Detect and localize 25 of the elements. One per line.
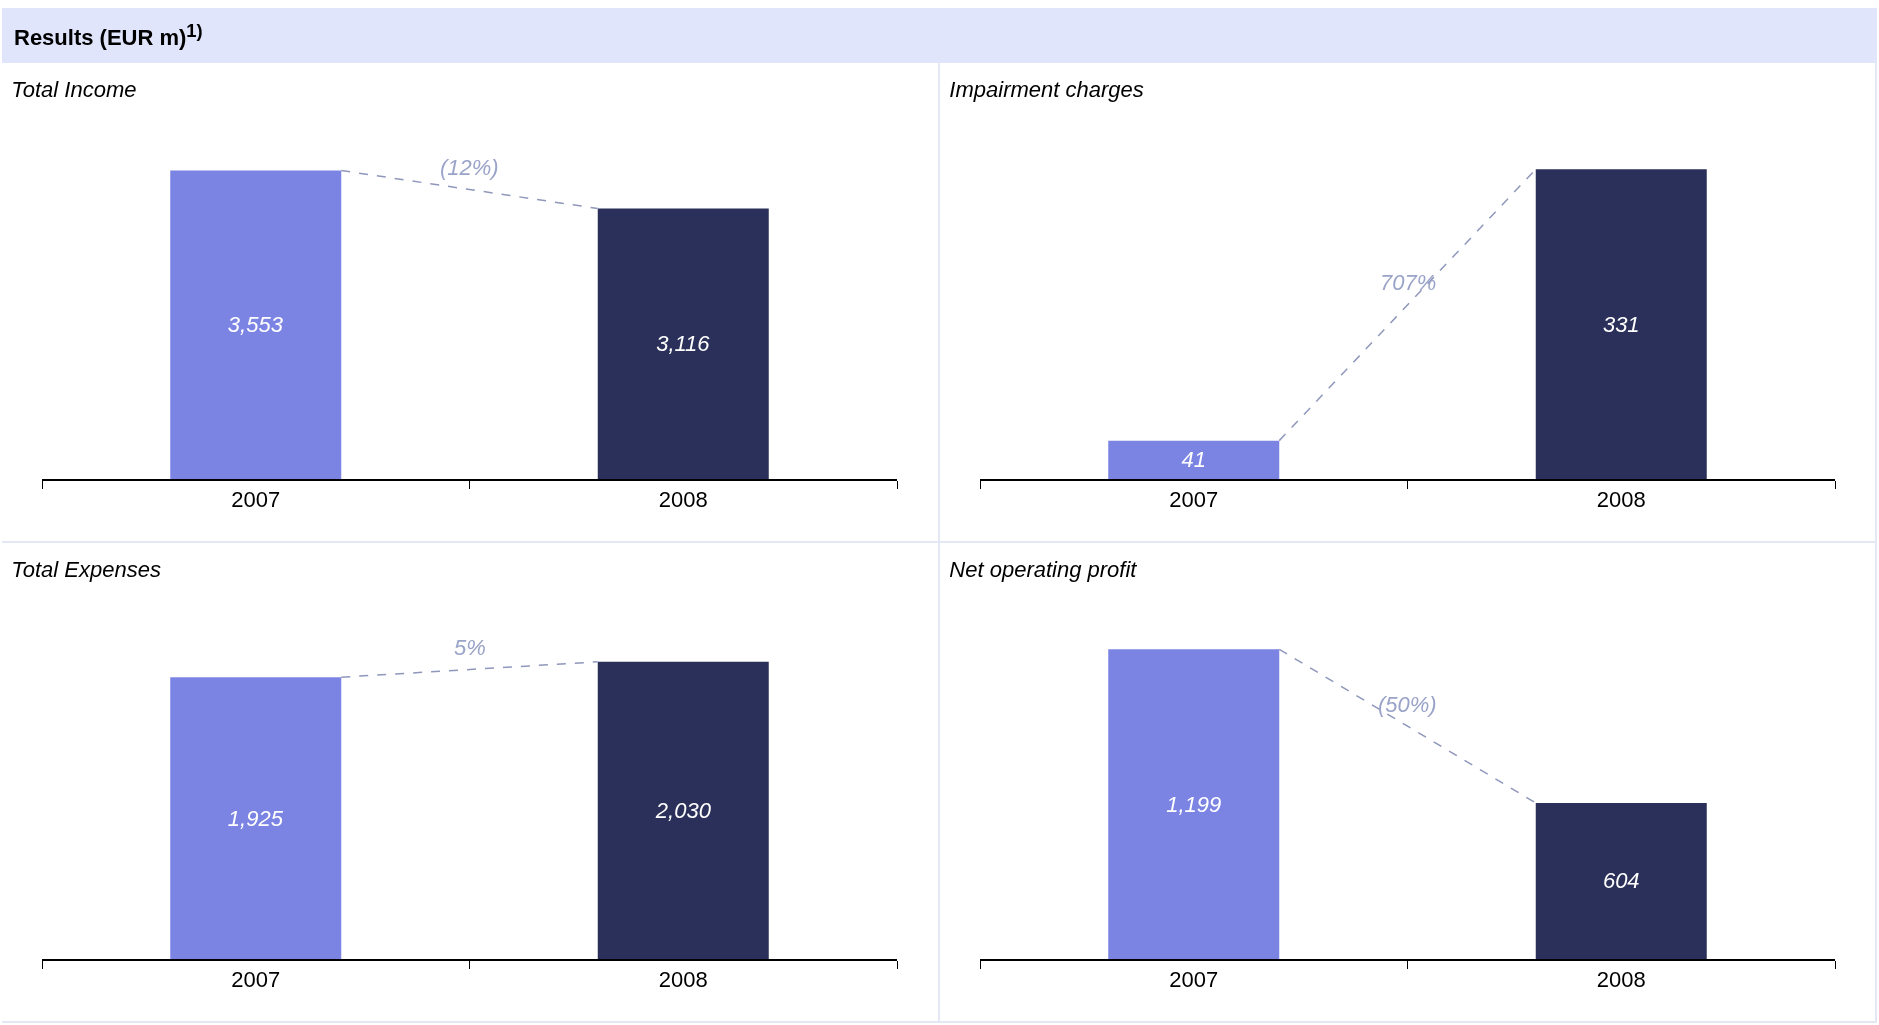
data-label: 3,116	[656, 331, 711, 357]
x-tick-label: 2007	[1168, 967, 1218, 993]
chart-title: Total Income	[11, 77, 137, 103]
x-tick-label: 2007	[231, 487, 281, 513]
text: 5%	[454, 635, 486, 661]
data-label: 3,553	[227, 312, 284, 338]
chart-title: Total Expenses	[11, 557, 161, 583]
x-tick-label: 2008	[1596, 967, 1646, 993]
annotation: (12%)	[440, 155, 499, 181]
annotation: (50%)	[1377, 692, 1437, 718]
data-label: 331	[1602, 311, 1640, 337]
data-label: 1,199	[1165, 791, 1221, 817]
data-label: 604	[1602, 868, 1640, 894]
chart-title: Impairment charges	[948, 77, 1144, 103]
data-label: 41	[1181, 447, 1206, 473]
chart-title: Net operating profit	[948, 557, 1137, 583]
text: Results (EUR m)$^{1)}$	[2, 8, 1877, 64]
data-label: 2,030	[654, 798, 712, 824]
x-tick-label: 2007	[1168, 487, 1218, 513]
x-tick-label: 2008	[658, 487, 708, 513]
x-tick-label: 2008	[1596, 487, 1646, 513]
data-label: 1,925	[227, 805, 284, 831]
annotation: 707%	[1379, 270, 1436, 296]
x-tick-label: 2007	[231, 967, 281, 993]
x-tick-label: 2008	[658, 967, 708, 993]
